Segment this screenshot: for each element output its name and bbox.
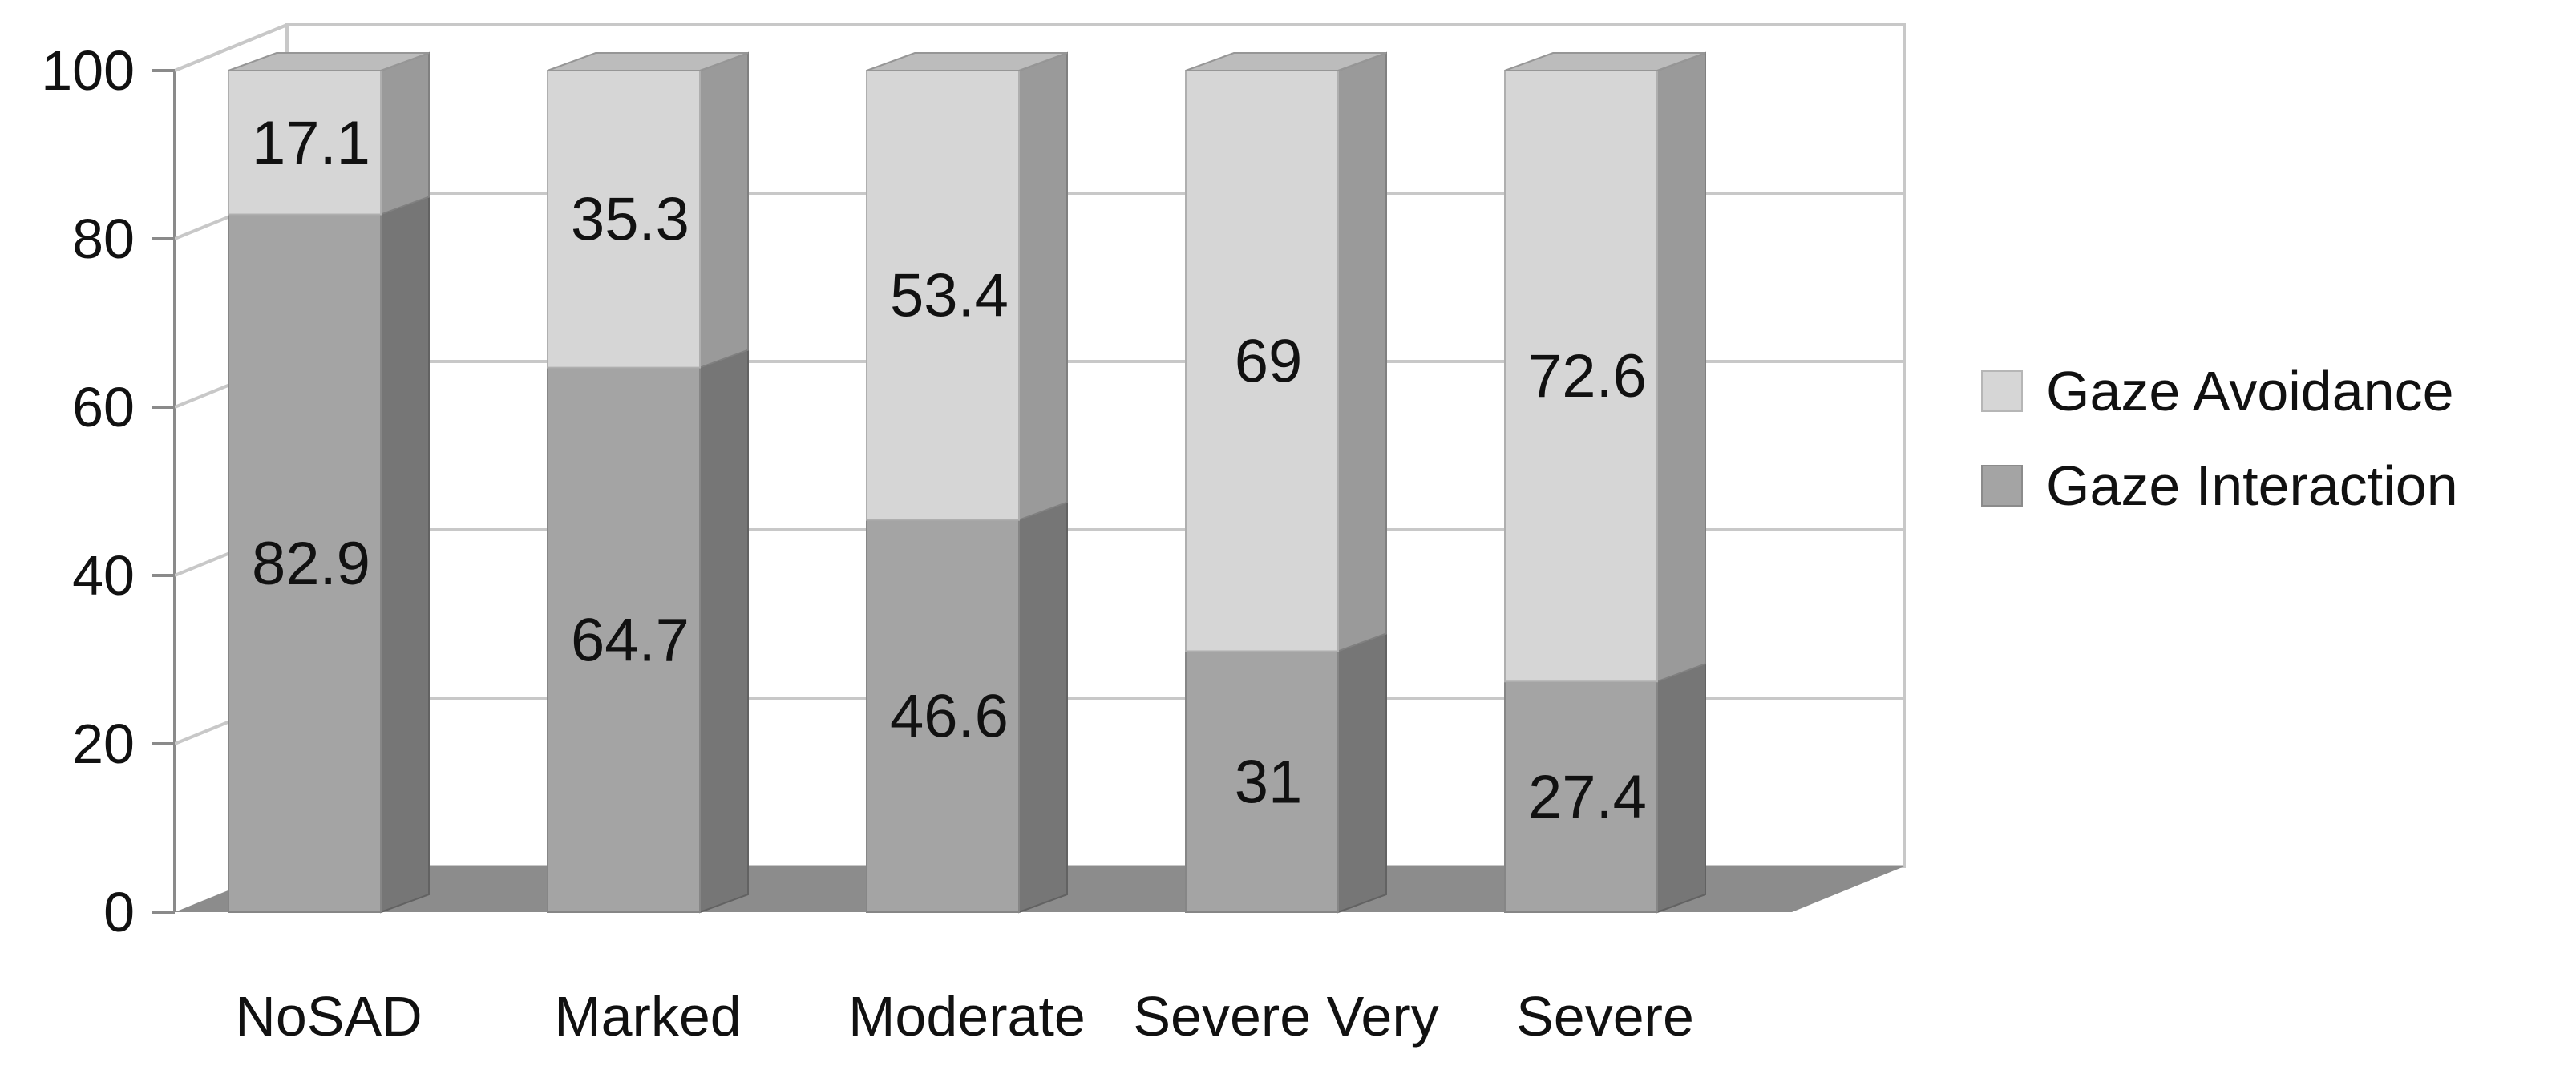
- legend-label: Gaze Interaction: [2046, 454, 2458, 517]
- bar-top-face: [547, 52, 749, 71]
- data-label: 35.3: [571, 185, 689, 253]
- bar-segment-gaze-interaction: [547, 366, 701, 913]
- x-category-label: Marked: [554, 985, 741, 1048]
- data-label: 69: [1235, 327, 1303, 395]
- bar-side-face: [1337, 632, 1387, 914]
- bar-side-face: [699, 349, 749, 914]
- data-label: 82.9: [252, 530, 370, 598]
- bar-top-face: [1504, 52, 1706, 71]
- bar-stack: 46.6 53.4: [866, 51, 1068, 914]
- bar-stack-group: 82.9 17.1 64.7 35.3 46.6 53.4 31 69 27.4 72.6: [228, 51, 1706, 914]
- data-label: 17.1: [252, 109, 370, 177]
- bar-stack: 64.7 35.3: [547, 51, 749, 914]
- y-axis: 0 20 40 60 80 100: [41, 39, 175, 943]
- bar-stack: 82.9 17.1: [228, 51, 430, 914]
- legend: Gaze Avoidance Gaze Interaction: [1981, 360, 2458, 517]
- y-tick-label: 60: [72, 376, 135, 438]
- bar-segment-gaze-avoidance: [228, 70, 382, 216]
- gridline: [174, 23, 1904, 72]
- bar-side-face: [1656, 662, 1706, 914]
- bar-top-face: [866, 52, 1068, 71]
- x-axis: NoSAD Marked Moderate Severe Very Severe: [235, 985, 1694, 1048]
- legend-item: Gaze Interaction: [1981, 454, 2458, 517]
- bar-side-face: [380, 196, 430, 914]
- bar-side-face: [1656, 51, 1706, 683]
- y-tick-label: 80: [72, 208, 135, 270]
- legend-item: Gaze Avoidance: [1981, 360, 2454, 422]
- bar-side-face: [1018, 51, 1068, 522]
- y-tick-label: 0: [103, 881, 135, 943]
- data-label: 64.7: [571, 606, 689, 674]
- legend-swatch: [1981, 370, 2023, 412]
- bar-side-face: [1018, 501, 1068, 914]
- bar-top-face: [228, 52, 430, 71]
- bar-segment-gaze-avoidance: [547, 70, 701, 369]
- bar-segment-gaze-interaction: [1504, 680, 1658, 913]
- y-tick-label: 40: [72, 544, 135, 607]
- bar-segment-gaze-interaction: [866, 519, 1020, 913]
- y-tick-label: 100: [41, 39, 135, 102]
- y-tick-label: 20: [72, 713, 135, 775]
- data-label: 53.4: [890, 261, 1009, 329]
- x-category-label: Severe: [1516, 985, 1694, 1048]
- data-label: 46.6: [890, 682, 1009, 750]
- bar-segment-gaze-avoidance: [1185, 70, 1339, 652]
- legend-swatch: [1981, 465, 2023, 507]
- legend-label: Gaze Avoidance: [2046, 360, 2454, 422]
- data-label: 31: [1235, 748, 1303, 816]
- x-category-label: Moderate: [848, 985, 1086, 1048]
- x-category-label: NoSAD: [235, 985, 422, 1048]
- bar-side-face: [699, 51, 749, 369]
- bar-segment-gaze-interaction: [1185, 650, 1339, 913]
- bar-stack: 31 69: [1185, 51, 1387, 914]
- x-category-label: Severe Very: [1133, 985, 1438, 1048]
- bar-side-face: [380, 51, 430, 216]
- bar-segment-gaze-interaction: [228, 213, 382, 913]
- bar-top-face: [1185, 52, 1387, 71]
- bar-segment-gaze-avoidance: [1504, 70, 1658, 683]
- data-label: 27.4: [1528, 763, 1647, 831]
- data-label: 72.6: [1528, 342, 1647, 410]
- bar-side-face: [1337, 51, 1387, 652]
- bar-stack: 27.4 72.6: [1504, 51, 1706, 914]
